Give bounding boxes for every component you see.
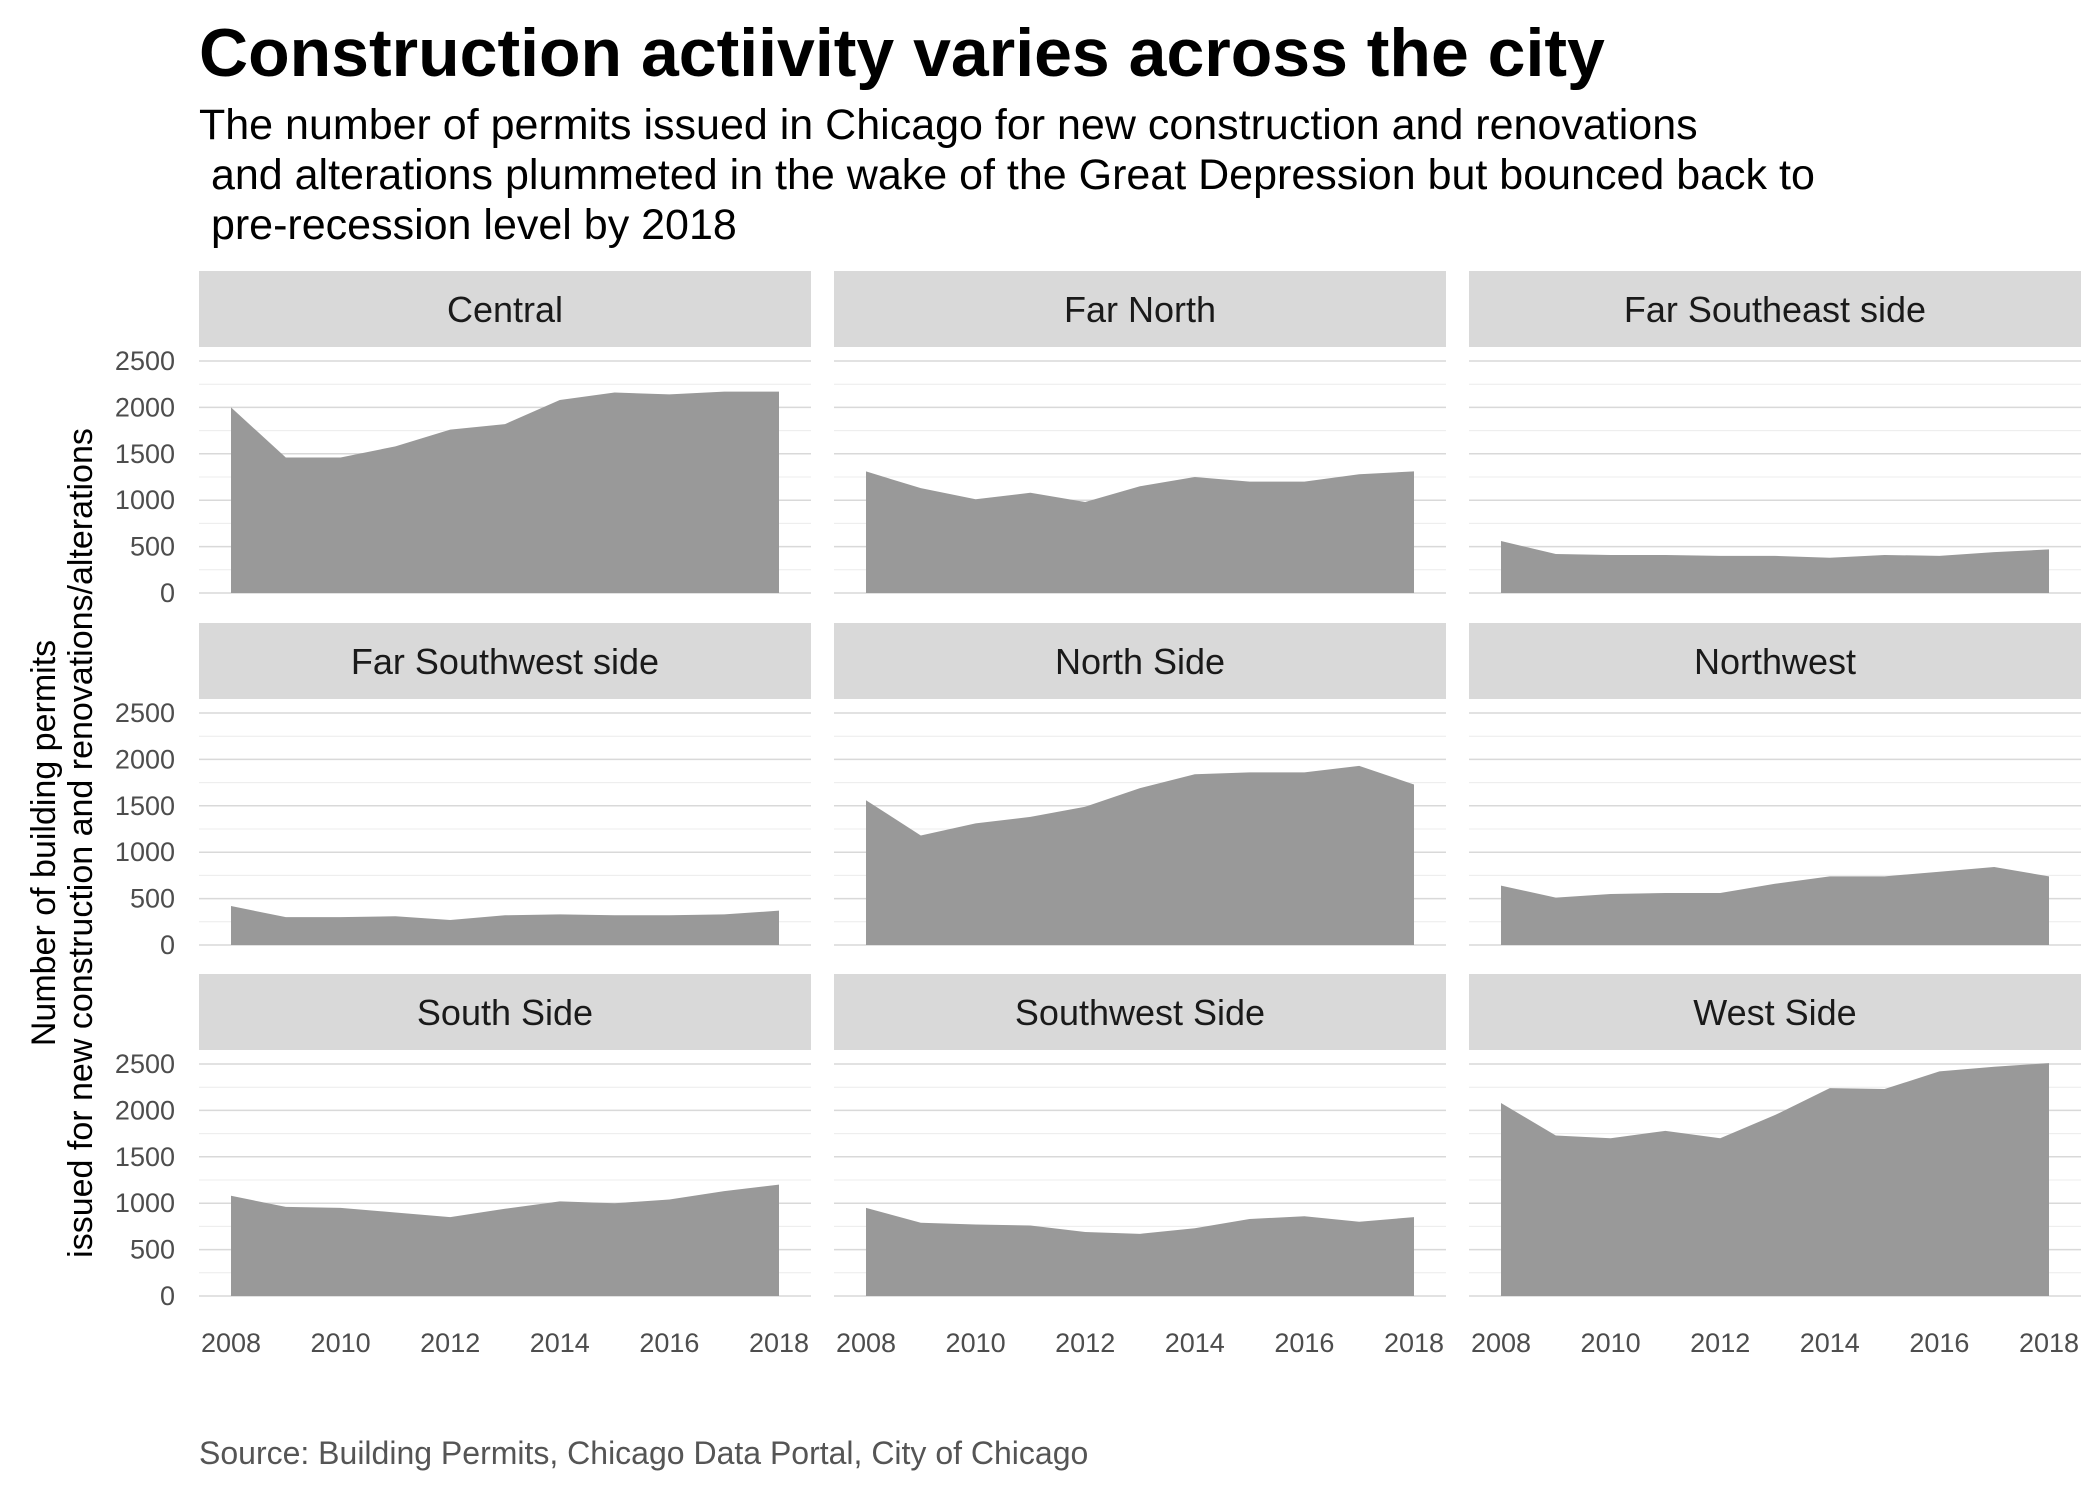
y-tick-label: 1500 bbox=[115, 791, 175, 821]
y-axis-label-line1: Number of building permits bbox=[25, 640, 63, 1046]
facet-strip bbox=[1469, 974, 2081, 1050]
y-tick-label: 1000 bbox=[115, 837, 175, 867]
facet-panel: Southwest Side 2008 2010 2012 2014 2016 2018 bbox=[834, 974, 1446, 1358]
x-tick-label: 2018 bbox=[2019, 1328, 2079, 1358]
facet-strip-label: Southwest Side bbox=[1015, 992, 1265, 1033]
facet-panel: Far North bbox=[834, 271, 1446, 594]
facet-strip bbox=[199, 623, 811, 699]
facet-panel: South Side 0 500 1000 1500 2000 2500 2008 2010 20… bbox=[115, 974, 811, 1358]
chart-subtitle: The number of permits issued in Chicago … bbox=[199, 101, 1815, 249]
area-series bbox=[1501, 541, 2049, 593]
y-tick-label: 2000 bbox=[115, 744, 175, 774]
facet-strip bbox=[834, 271, 1446, 347]
facet-strip-label: Northwest bbox=[1694, 641, 1856, 682]
area-series bbox=[231, 1184, 779, 1296]
y-tick-label: 0 bbox=[160, 578, 175, 608]
chart-title: Construction actiivity varies across the… bbox=[199, 15, 1605, 91]
y-tick-label: 1000 bbox=[115, 485, 175, 515]
area-series bbox=[1501, 867, 2049, 945]
x-tick-label: 2008 bbox=[201, 1328, 261, 1358]
y-tick-label: 1000 bbox=[115, 1188, 175, 1218]
y-tick-label: 500 bbox=[130, 532, 175, 562]
y-tick-label: 0 bbox=[160, 930, 175, 960]
facet-strip-label: South Side bbox=[417, 992, 593, 1033]
facet-panels: Central 0 500 1000 1500 2000 2500 Far North Far … bbox=[115, 271, 2081, 1358]
facet-strip bbox=[834, 623, 1446, 699]
y-tick-label: 1500 bbox=[115, 1142, 175, 1172]
facet-panel: Northwest bbox=[1469, 623, 2081, 946]
facet-panel: Central 0 500 1000 1500 2000 2500 bbox=[115, 271, 811, 608]
y-tick-label: 1500 bbox=[115, 439, 175, 469]
facet-strip-label: West Side bbox=[1693, 992, 1856, 1033]
facet-panel: Far Southeast side bbox=[1469, 271, 2081, 594]
x-tick-label: 2016 bbox=[1909, 1328, 1969, 1358]
x-tick-label: 2014 bbox=[1165, 1328, 1225, 1358]
x-tick-label: 2014 bbox=[530, 1328, 590, 1358]
facet-strip bbox=[834, 974, 1446, 1050]
facet-strip bbox=[199, 974, 811, 1050]
facet-strip bbox=[1469, 623, 2081, 699]
x-tick-label: 2012 bbox=[420, 1328, 480, 1358]
x-tick-label: 2018 bbox=[1384, 1328, 1444, 1358]
x-tick-label: 2010 bbox=[946, 1328, 1006, 1358]
x-tick-label: 2010 bbox=[1581, 1328, 1641, 1358]
facet-panel: North Side bbox=[834, 623, 1446, 946]
y-tick-label: 2500 bbox=[115, 698, 175, 728]
x-tick-label: 2008 bbox=[836, 1328, 896, 1358]
y-tick-label: 500 bbox=[130, 884, 175, 914]
y-tick-label: 2500 bbox=[115, 346, 175, 376]
area-series bbox=[231, 906, 779, 945]
area-series bbox=[231, 391, 779, 593]
x-tick-label: 2010 bbox=[311, 1328, 371, 1358]
facet-panel: Far Southwest side 0 500 1000 1500 2000 2500 bbox=[115, 623, 811, 960]
x-tick-label: 2018 bbox=[749, 1328, 809, 1358]
area-series bbox=[866, 1207, 1414, 1296]
y-tick-label: 0 bbox=[160, 1281, 175, 1311]
x-tick-label: 2012 bbox=[1055, 1328, 1115, 1358]
facet-strip bbox=[1469, 271, 2081, 347]
y-tick-label: 500 bbox=[130, 1235, 175, 1265]
y-tick-label: 2000 bbox=[115, 392, 175, 422]
x-tick-label: 2012 bbox=[1690, 1328, 1750, 1358]
x-tick-label: 2016 bbox=[639, 1328, 699, 1358]
facet-strip-label: Far North bbox=[1064, 289, 1216, 330]
x-tick-label: 2016 bbox=[1274, 1328, 1334, 1358]
facet-strip bbox=[199, 271, 811, 347]
area-series bbox=[1501, 1063, 2049, 1296]
facet-strip-label: Central bbox=[447, 289, 563, 330]
facet-strip-label: Far Southwest side bbox=[351, 641, 659, 682]
y-tick-label: 2500 bbox=[115, 1049, 175, 1079]
area-series bbox=[866, 471, 1414, 593]
chart-caption: Source: Building Permits, Chicago Data P… bbox=[199, 1435, 1089, 1471]
y-axis-label-line2: issued for new construction and renovati… bbox=[62, 428, 100, 1258]
y-axis-label: Number of building permits issued for ne… bbox=[25, 428, 100, 1258]
x-tick-label: 2008 bbox=[1471, 1328, 1531, 1358]
area-series bbox=[866, 765, 1414, 945]
x-tick-label: 2014 bbox=[1800, 1328, 1860, 1358]
facet-panel: West Side 2008 2010 2012 2014 2016 2018 bbox=[1469, 974, 2081, 1358]
y-tick-label: 2000 bbox=[115, 1095, 175, 1125]
facet-strip-label: Far Southeast side bbox=[1624, 289, 1926, 330]
facet-strip-label: North Side bbox=[1055, 641, 1225, 682]
